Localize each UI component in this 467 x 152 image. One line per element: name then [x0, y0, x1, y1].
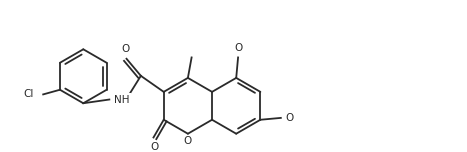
Text: O: O — [121, 44, 130, 54]
Text: Cl: Cl — [23, 89, 34, 99]
Text: O: O — [184, 136, 192, 146]
Text: O: O — [285, 113, 294, 123]
Text: O: O — [234, 43, 242, 53]
Text: O: O — [150, 142, 158, 152]
Text: NH: NH — [114, 95, 129, 105]
